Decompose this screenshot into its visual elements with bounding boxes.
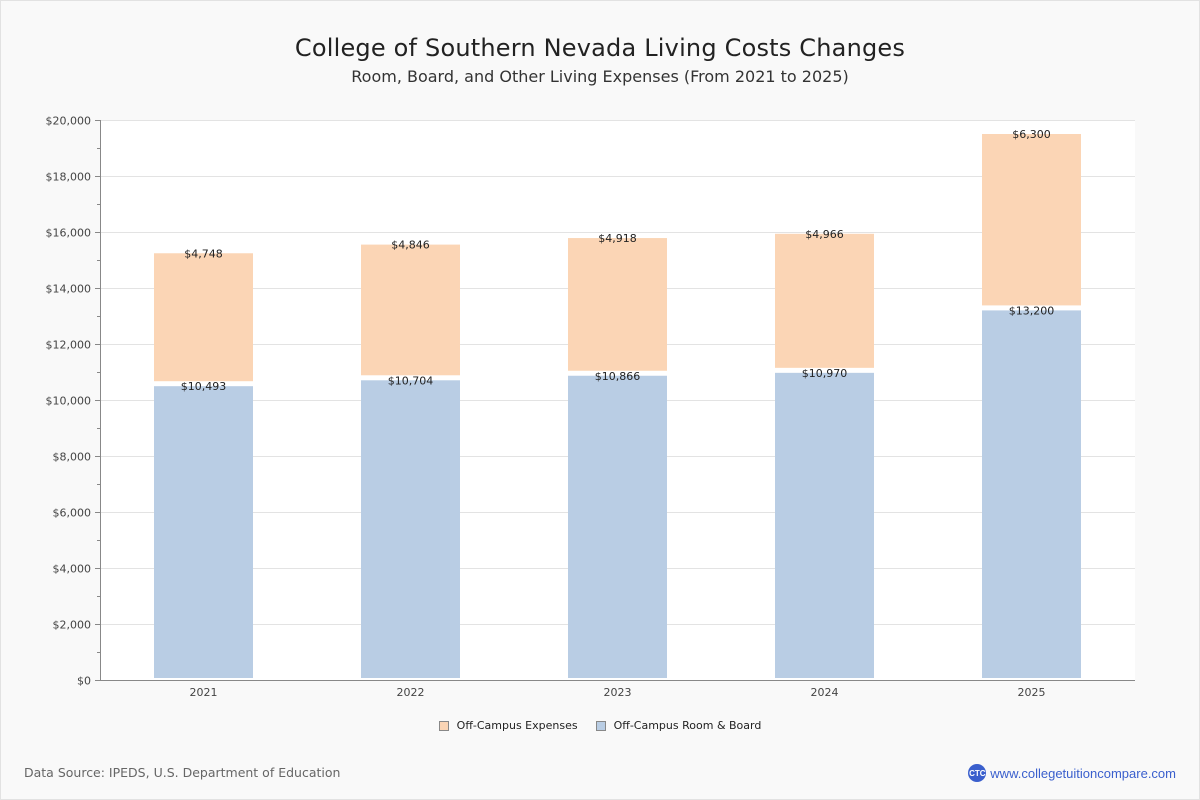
y-tick-label: $0 xyxy=(77,675,91,688)
bar-expenses xyxy=(361,244,460,376)
bar-expenses xyxy=(568,238,667,371)
legend-label-room-board: Off-Campus Room & Board xyxy=(613,719,762,732)
y-tick-label: $18,000 xyxy=(46,171,92,184)
data-label-expenses: $6,300 xyxy=(1012,128,1051,141)
bar-room-board xyxy=(154,386,253,678)
chart-subtitle: Room, Board, and Other Living Expenses (… xyxy=(351,67,849,86)
y-tick-label: $12,000 xyxy=(46,339,92,352)
data-label-room-board: $10,704 xyxy=(388,374,434,387)
bar-expenses xyxy=(775,233,874,368)
x-tick-label: 2023 xyxy=(604,686,632,699)
data-label-room-board: $10,866 xyxy=(595,370,641,383)
y-tick-label: $6,000 xyxy=(53,507,92,520)
data-label-room-board: $10,970 xyxy=(802,367,848,380)
bar-room-board xyxy=(982,310,1081,678)
bar-room-board xyxy=(775,372,874,678)
y-tick-label: $8,000 xyxy=(53,451,92,464)
y-tick-label: $2,000 xyxy=(53,619,92,632)
legend-swatch-room-board xyxy=(595,720,606,731)
bars xyxy=(154,134,1081,678)
legend-item-room-board[interactable]: Off-Campus Room & Board xyxy=(595,719,762,732)
x-tick-label: 2022 xyxy=(397,686,425,699)
data-source: Data Source: IPEDS, U.S. Department of E… xyxy=(24,765,341,780)
bar-expenses xyxy=(982,134,1081,306)
legend-label-expenses: Off-Campus Expenses xyxy=(456,719,578,732)
y-tick-label: $14,000 xyxy=(46,283,92,296)
chart-title: College of Southern Nevada Living Costs … xyxy=(294,34,906,62)
bar-expenses xyxy=(154,253,253,382)
ctc-logo-icon: CTC xyxy=(968,764,987,782)
brand-url[interactable]: www.collegetuitioncompare.com xyxy=(990,765,1176,781)
data-label-expenses: $4,846 xyxy=(391,239,430,252)
data-label-expenses: $4,918 xyxy=(598,232,637,245)
y-axis: $0 $2,000 $4,000 $6,000 $8,000 $10,000 $12,000… xyxy=(46,115,101,688)
x-tick-label: 2024 xyxy=(811,686,839,699)
x-tick-label: 2021 xyxy=(190,686,218,699)
y-tick-label: $4,000 xyxy=(53,563,92,576)
data-label-room-board: $13,200 xyxy=(1009,304,1055,317)
legend-item-expenses[interactable]: Off-Campus Expenses xyxy=(438,719,578,732)
data-label-expenses: $4,966 xyxy=(805,228,844,241)
x-tick-label: 2025 xyxy=(1018,686,1046,699)
legend: Off-Campus Expenses Off-Campus Room & Bo… xyxy=(0,719,1200,732)
y-tick-label: $10,000 xyxy=(46,395,92,408)
data-label-room-board: $10,493 xyxy=(181,380,227,393)
x-axis: 2021 2022 2023 2024 2025 xyxy=(100,680,1135,699)
data-labels: $10,493 $4,748 $10,704 $4,846 $10,866 $4,918 $… xyxy=(181,128,1055,393)
y-tick-label: $16,000 xyxy=(46,227,92,240)
legend-swatch-expenses xyxy=(438,720,449,731)
bar-room-board xyxy=(568,375,667,678)
bar-room-board xyxy=(361,380,460,678)
brand-link[interactable]: CTC www.collegetuitioncompare.com xyxy=(968,764,1176,782)
y-tick-label: $20,000 xyxy=(46,115,92,128)
data-label-expenses: $4,748 xyxy=(184,247,223,260)
